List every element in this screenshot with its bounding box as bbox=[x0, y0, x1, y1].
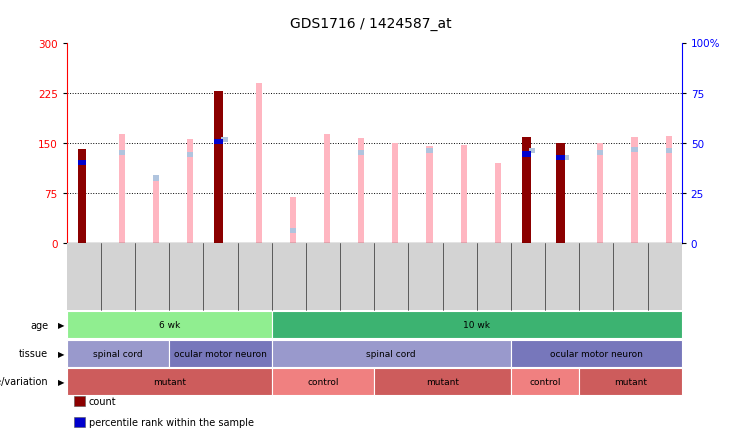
Bar bbox=[392, 143, 399, 243]
Text: ▶: ▶ bbox=[58, 377, 64, 386]
Text: ocular motor neuron: ocular motor neuron bbox=[174, 349, 267, 358]
Bar bbox=[461, 145, 467, 243]
Text: genotype/variation: genotype/variation bbox=[0, 377, 48, 386]
Text: spinal cord: spinal cord bbox=[367, 349, 416, 358]
Bar bbox=[597, 143, 603, 243]
Text: mutant: mutant bbox=[153, 377, 186, 386]
Bar bbox=[665, 137, 672, 243]
Bar bbox=[78, 161, 87, 166]
Bar bbox=[187, 140, 193, 243]
Bar bbox=[522, 138, 531, 243]
Bar bbox=[290, 228, 296, 234]
Text: ▶: ▶ bbox=[58, 321, 64, 329]
Bar bbox=[529, 148, 535, 154]
Text: 6 wk: 6 wk bbox=[159, 321, 180, 329]
Text: spinal cord: spinal cord bbox=[93, 349, 143, 358]
Bar bbox=[153, 176, 159, 181]
Bar bbox=[358, 151, 365, 156]
Bar bbox=[665, 148, 672, 154]
Bar bbox=[358, 138, 365, 243]
Bar bbox=[256, 83, 262, 243]
Bar bbox=[563, 155, 569, 161]
Bar bbox=[78, 150, 87, 243]
Text: ▶: ▶ bbox=[58, 349, 64, 358]
Text: control: control bbox=[529, 377, 561, 386]
Bar bbox=[631, 147, 638, 152]
Text: control: control bbox=[308, 377, 339, 386]
Text: count: count bbox=[89, 396, 116, 406]
Text: percentile rank within the sample: percentile rank within the sample bbox=[89, 417, 254, 427]
Bar bbox=[214, 91, 223, 243]
Bar bbox=[556, 143, 565, 243]
Bar bbox=[597, 151, 603, 156]
Bar bbox=[324, 135, 330, 243]
Bar bbox=[222, 137, 227, 142]
Text: 10 wk: 10 wk bbox=[463, 321, 491, 329]
Bar bbox=[187, 152, 193, 158]
Text: tissue: tissue bbox=[19, 349, 48, 358]
Bar bbox=[522, 152, 531, 157]
Bar bbox=[119, 135, 125, 243]
Text: ocular motor neuron: ocular motor neuron bbox=[550, 349, 642, 358]
Bar bbox=[556, 155, 565, 161]
Text: GDS1716 / 1424587_at: GDS1716 / 1424587_at bbox=[290, 17, 451, 31]
Bar bbox=[427, 148, 433, 154]
Bar bbox=[214, 139, 223, 145]
Text: mutant: mutant bbox=[426, 377, 459, 386]
Text: age: age bbox=[30, 320, 48, 330]
Text: mutant: mutant bbox=[614, 377, 647, 386]
Bar bbox=[427, 147, 433, 243]
Bar bbox=[495, 163, 501, 243]
Bar bbox=[119, 151, 125, 156]
Bar bbox=[631, 138, 638, 243]
Bar bbox=[153, 178, 159, 243]
Bar bbox=[290, 198, 296, 243]
